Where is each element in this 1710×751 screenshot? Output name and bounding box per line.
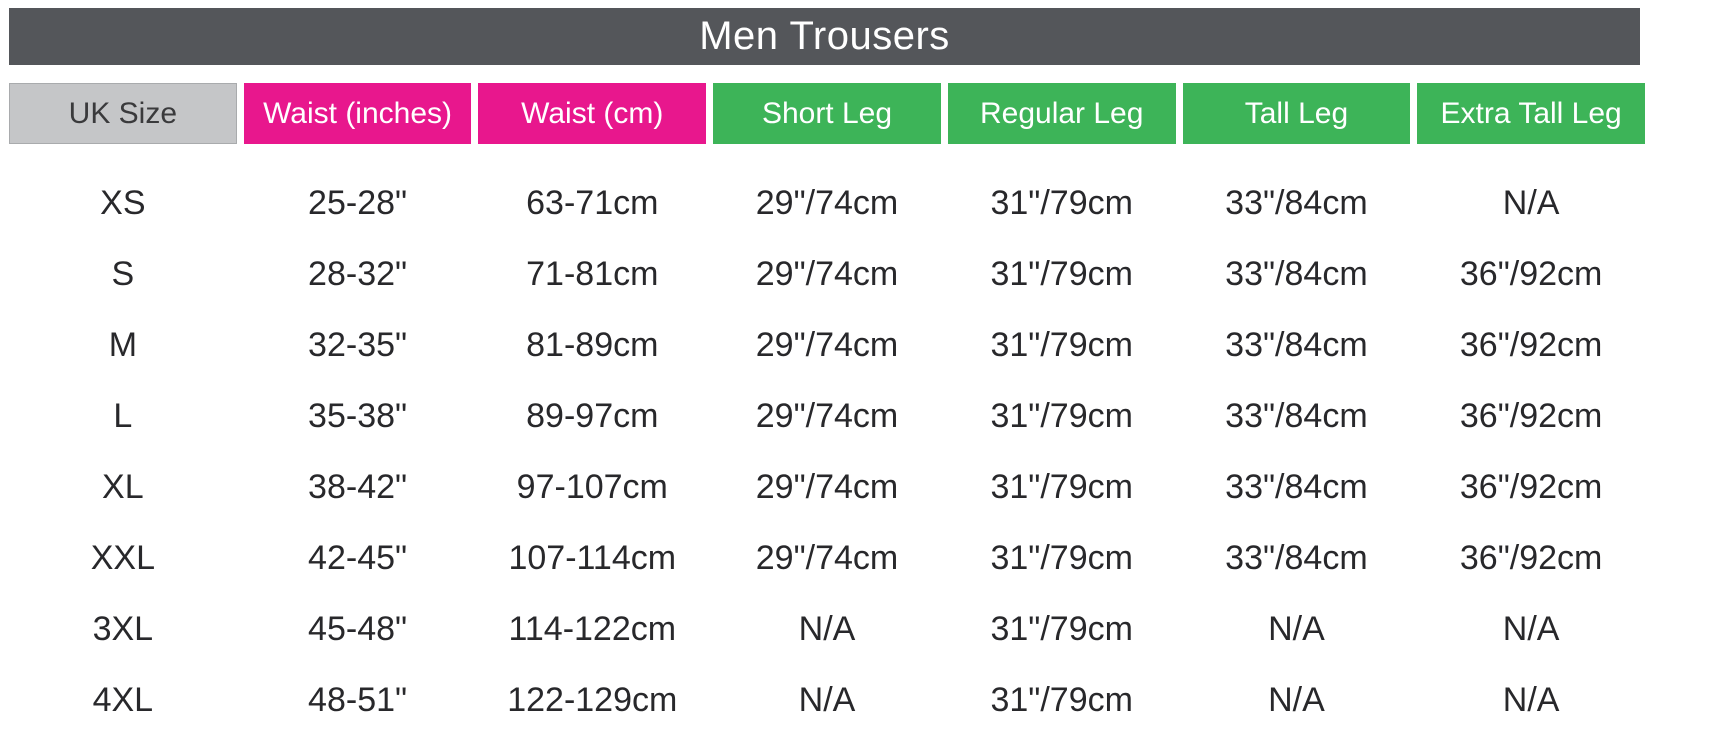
table-cell: 36"/92cm <box>1459 255 1603 293</box>
row-size-label: XL <box>102 468 144 506</box>
table-cell: 32-35" <box>308 326 408 364</box>
table-cell: 114-122cm <box>508 610 677 648</box>
row-size-label: M <box>108 326 138 364</box>
column-header-label: Short Leg <box>761 96 893 130</box>
table-cell: 35-38" <box>308 397 408 435</box>
table-cell: 33"/84cm <box>1225 397 1368 435</box>
table-cell: 31"/79cm <box>990 539 1133 577</box>
table-row: XL 38-42" 97-107cm 29"/74cm 31"/79cm 33"/84cm… <box>9 452 1645 523</box>
column-header-short-leg: Short Leg <box>713 83 941 144</box>
table-cell: 63-71cm <box>526 184 659 222</box>
column-header-label: Waist (inches) <box>263 96 453 130</box>
table-cell: 71-81cm <box>526 255 659 293</box>
table-cell: 122-129cm <box>507 681 678 719</box>
table-row: XXL 42-45" 107-114cm 29"/74cm 31"/79cm 33"/84… <box>9 523 1645 594</box>
column-header-label: Extra Tall Leg <box>1440 96 1622 130</box>
table-cell: 29"/74cm <box>755 539 899 577</box>
table-cell: 29"/74cm <box>755 468 899 506</box>
table-cell: 36"/92cm <box>1459 397 1603 435</box>
table-cell: 81-89cm <box>526 326 659 364</box>
table-cell: 31"/79cm <box>990 681 1133 719</box>
table-header-row: UK Size Waist (inches) Waist (cm) Short Leg… <box>9 83 1645 144</box>
row-size-label: L <box>113 397 133 435</box>
table-cell: 48-51" <box>308 681 408 719</box>
table-cell: N/A <box>1502 610 1560 648</box>
row-size-label: 4XL <box>92 681 154 719</box>
column-header-waist-cm: Waist (cm) <box>478 83 707 144</box>
table-cell: 31"/79cm <box>990 397 1133 435</box>
table-cell: 33"/84cm <box>1225 326 1368 364</box>
table-cell: 33"/84cm <box>1225 539 1368 577</box>
row-size-label: 3XL <box>92 610 154 648</box>
table-cell: N/A <box>798 681 856 719</box>
chart-title-bar: Men Trousers <box>9 8 1640 65</box>
table-cell: 29"/74cm <box>755 397 899 435</box>
chart-title: Men Trousers <box>699 14 950 58</box>
table-cell: 31"/79cm <box>990 184 1133 222</box>
table-cell: 29"/74cm <box>755 184 899 222</box>
table-row: M 32-35" 81-89cm 29"/74cm 31"/79cm 33"/84cm 36… <box>9 310 1645 381</box>
table-cell: N/A <box>1502 681 1560 719</box>
table-cell: 31"/79cm <box>990 255 1133 293</box>
table-cell: 38-42" <box>308 468 408 506</box>
table-row: 3XL 45-48" 114-122cm N/A 31"/79cm N/A N/A <box>9 594 1645 665</box>
table-cell: 36"/92cm <box>1459 468 1603 506</box>
table-cell: N/A <box>1268 681 1325 719</box>
row-size-label: S <box>111 255 135 293</box>
table-cell: 36"/92cm <box>1459 539 1603 577</box>
row-size-label: XXL <box>90 539 155 577</box>
table-cell: 42-45" <box>308 539 408 577</box>
table-cell: N/A <box>1502 184 1560 222</box>
column-header-label: Regular Leg <box>979 96 1144 130</box>
table-cell: 31"/79cm <box>990 468 1133 506</box>
column-header-extra-tall-leg: Extra Tall Leg <box>1417 83 1645 144</box>
table-body: XS 25-28" 63-71cm 29"/74cm 31"/79cm 33"/84cm N… <box>0 168 1710 736</box>
table-cell: 31"/79cm <box>990 326 1133 364</box>
table-cell: 45-48" <box>308 610 408 648</box>
column-header-waist-inches: Waist (inches) <box>243 83 472 144</box>
row-size-label: XS <box>100 184 146 222</box>
table-row: L 35-38" 89-97cm 29"/74cm 31"/79cm 33"/84cm 36… <box>9 381 1645 452</box>
table-cell: 29"/74cm <box>755 255 899 293</box>
column-header-tall-leg: Tall Leg <box>1182 83 1411 144</box>
table-cell: 89-97cm <box>526 397 659 435</box>
table-cell: 107-114cm <box>508 539 677 577</box>
table-cell: 29"/74cm <box>755 326 899 364</box>
table-row: XS 25-28" 63-71cm 29"/74cm 31"/79cm 33"/84cm N… <box>9 168 1645 239</box>
table-cell: 36"/92cm <box>1459 326 1603 364</box>
table-cell: 28-32" <box>308 255 408 293</box>
table-row: 4XL 48-51" 122-129cm N/A 31"/79cm N/A N/A <box>9 665 1645 736</box>
table-cell: 33"/84cm <box>1225 184 1368 222</box>
table-cell: N/A <box>798 610 856 648</box>
table-cell: 33"/84cm <box>1225 255 1368 293</box>
table-cell: N/A <box>1268 610 1325 648</box>
column-header-label: UK Size <box>68 96 178 130</box>
column-header-uk-size: UK Size <box>9 83 237 144</box>
table-row: S 28-32" 71-81cm 29"/74cm 31"/79cm 33"/84cm 36… <box>9 239 1645 310</box>
column-header-label: Tall Leg <box>1244 96 1349 130</box>
column-header-regular-leg: Regular Leg <box>947 83 1176 144</box>
table-cell: 33"/84cm <box>1225 468 1368 506</box>
table-cell: 25-28" <box>308 184 408 222</box>
table-cell: 31"/79cm <box>990 610 1133 648</box>
table-cell: 97-107cm <box>516 468 668 506</box>
column-header-label: Waist (cm) <box>521 96 664 130</box>
